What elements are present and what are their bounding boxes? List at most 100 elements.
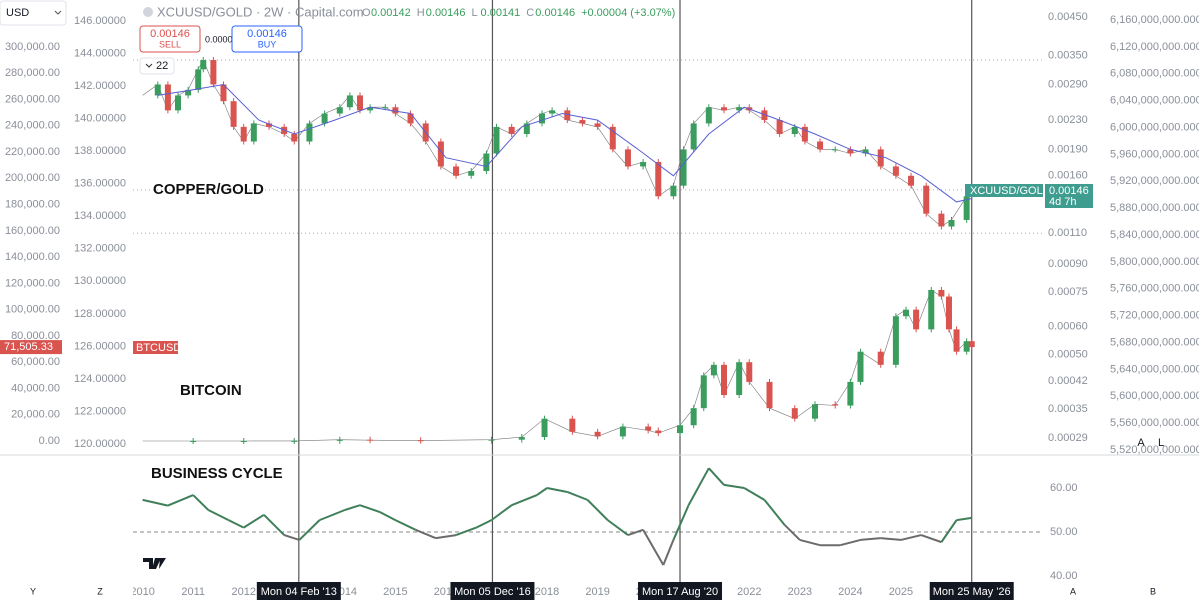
- y-tick-label: 146.00000: [74, 15, 126, 27]
- candle: [346, 95, 353, 108]
- ohlc-value: 0.00146: [426, 7, 466, 19]
- y-tick-label: 220,000.00: [5, 146, 60, 158]
- indicators-count: 22: [156, 60, 168, 72]
- candle: [690, 123, 697, 150]
- candle: [847, 381, 854, 406]
- candle: [185, 89, 192, 96]
- candle: [392, 107, 399, 114]
- candle: [564, 110, 571, 121]
- top-layer: Mon 04 Feb '13 Mon 05 Dec '16 Mon 17 Aug '…: [256, 582, 1014, 600]
- candle: [791, 408, 798, 419]
- candle: [913, 309, 920, 330]
- y-tick-label: 5,680,000,000.000: [1110, 336, 1199, 348]
- cycle-segment: [319, 509, 346, 522]
- candle: [640, 162, 647, 167]
- x-tick-label: 2022: [737, 586, 761, 598]
- y-tick-label: 126.00000: [74, 340, 126, 352]
- plot: 2010201120122013201420152016201720182019…: [133, 0, 975, 598]
- candle: [195, 69, 202, 90]
- candle: [877, 351, 884, 365]
- y-tick-label: 140,000.00: [5, 251, 60, 263]
- spread: 0.00000: [205, 34, 238, 44]
- candle: [857, 351, 864, 382]
- y-tick-label: 128.00000: [74, 308, 126, 320]
- candle: [407, 113, 414, 124]
- candle: [832, 149, 839, 151]
- candle: [523, 123, 530, 135]
- grid-layer: [133, 59, 1043, 533]
- price-label-box: [0, 340, 62, 355]
- bottom-button[interactable]: B: [1150, 586, 1156, 596]
- candle: [291, 134, 298, 142]
- y-tick-label: 5,960,000,000.000: [1110, 148, 1199, 160]
- cycle-segment: [511, 494, 538, 507]
- indicators-toggle[interactable]: [139, 57, 175, 75]
- cycle-segment: [263, 514, 285, 536]
- x-tick-label: 2023: [788, 586, 812, 598]
- candle: [468, 171, 475, 176]
- buy-button[interactable]: [231, 25, 303, 53]
- x-tick-label: 2015: [383, 586, 407, 598]
- y-tick-label: 120.00000: [74, 438, 126, 450]
- candle: [655, 162, 662, 197]
- price-line: [142, 289, 972, 442]
- candle: [265, 123, 272, 127]
- cycle-segment: [783, 524, 801, 541]
- candle: [736, 107, 743, 111]
- y-tick-label: 0.00290: [1048, 78, 1088, 90]
- candle: [847, 149, 854, 154]
- symbol-icon: [143, 7, 153, 17]
- panel-label: BITCOIN: [180, 382, 242, 399]
- y-tick-label: 0.00042: [1048, 375, 1088, 387]
- y-tick-label: 5,560,000,000.000: [1110, 417, 1199, 429]
- chevron: [54, 10, 62, 15]
- cycle-segment: [940, 519, 958, 543]
- scale-button[interactable]: A: [1137, 437, 1145, 449]
- candle: [190, 441, 197, 442]
- scale-button[interactable]: L: [1158, 437, 1164, 449]
- ohlc-label: C: [526, 7, 534, 19]
- candle: [240, 441, 247, 442]
- bottom-button[interactable]: Y: [30, 586, 36, 596]
- date-marker: [638, 582, 723, 600]
- candle: [923, 185, 930, 214]
- cycle-segment: [435, 534, 457, 540]
- date-marker-label: Mon 04 Feb '13: [261, 586, 337, 598]
- price-tag: [965, 184, 1043, 197]
- price-tag: [1045, 184, 1093, 208]
- cycle-segment: [142, 498, 169, 507]
- candle: [549, 110, 556, 114]
- candle: [220, 84, 227, 102]
- y-tick-label: 0.00: [39, 435, 60, 447]
- candle: [690, 408, 697, 426]
- ohlc-label: O: [362, 7, 371, 19]
- currency-selector[interactable]: [0, 0, 67, 26]
- bottom-button[interactable]: A: [1070, 586, 1076, 596]
- candle: [963, 196, 970, 220]
- y-tick-label: 5,520,000,000.000: [1110, 444, 1199, 456]
- bottom-button[interactable]: Z: [97, 586, 103, 596]
- sell-button[interactable]: [139, 25, 201, 53]
- cycle-segment: [763, 499, 786, 526]
- candle: [174, 95, 181, 111]
- candle: [963, 341, 970, 352]
- y-tick-label: 6,000,000,000.000: [1110, 121, 1199, 133]
- candle: [382, 107, 389, 109]
- candle: [210, 60, 217, 85]
- buy-price: 0.00146: [247, 28, 287, 40]
- candle: [594, 431, 601, 437]
- y-tick-label: 5,760,000,000.000: [1110, 283, 1199, 295]
- cycle-segment: [344, 504, 361, 511]
- cycle-segment: [207, 509, 229, 522]
- candle: [518, 437, 525, 440]
- y-tick-label: 122.00000: [74, 405, 126, 417]
- y-tick-label: 0.00090: [1048, 258, 1088, 270]
- x-tick-label: 2012: [231, 586, 255, 598]
- y-tick-label: 130.00000: [74, 275, 126, 287]
- ohlc-value: 0.00146: [535, 7, 575, 19]
- y-tick-label: 0.00075: [1048, 286, 1088, 298]
- candle: [776, 120, 783, 135]
- candle: [892, 166, 899, 176]
- x-tick-label: 2019: [585, 586, 609, 598]
- candle: [811, 404, 818, 419]
